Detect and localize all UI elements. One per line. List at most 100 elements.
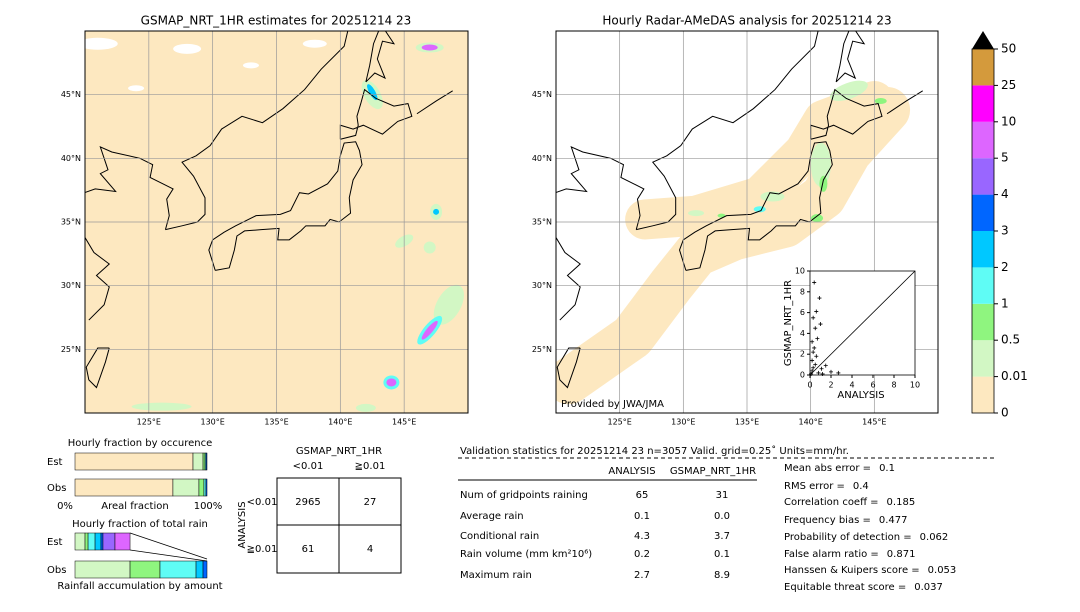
fraction-segment — [74, 532, 86, 551]
rain-area — [819, 175, 828, 192]
x-tick-label: 10 — [910, 381, 920, 390]
connector — [129, 532, 208, 562]
y-axis-label: GSMAP_NRT_1HR — [783, 280, 794, 366]
colorbar-bin — [972, 303, 994, 341]
left-map-title: GSMAP_NRT_1HR estimates for 20251214 23 — [141, 14, 412, 28]
analysis-domain — [556, 86, 911, 405]
coastline — [208, 141, 363, 271]
rain-area — [131, 402, 192, 411]
fraction-segment — [94, 532, 102, 551]
colorbar-label: 2 — [1001, 260, 1009, 274]
fraction-segment — [100, 532, 104, 551]
point — [814, 309, 819, 314]
coastline — [85, 347, 110, 389]
point — [836, 370, 841, 375]
column-header: <0.01 — [293, 461, 324, 472]
rain-area — [85, 37, 118, 50]
point — [811, 315, 816, 320]
rain-area — [433, 208, 440, 215]
score-label: Probability of detection = — [784, 532, 912, 543]
rain-area — [421, 320, 438, 340]
fraction-segment — [205, 478, 208, 497]
point — [813, 362, 818, 367]
point — [810, 358, 815, 363]
rain-area — [355, 403, 376, 412]
y-tick-label: 40°N — [61, 154, 81, 163]
score-value: 0.062 — [920, 532, 949, 543]
point — [816, 370, 821, 375]
map-frame — [84, 30, 469, 414]
point — [817, 296, 822, 301]
row-header: ≧0.01 — [247, 544, 278, 555]
y-tick-label: 30°N — [61, 281, 81, 290]
fraction-segment — [87, 532, 96, 551]
y-tick-label: 0 — [800, 371, 805, 380]
score-value: 0.4 — [853, 481, 869, 492]
fraction-segment — [205, 452, 208, 471]
y-tick-label: 10 — [795, 267, 805, 276]
y-tick-label: 45°N — [532, 90, 552, 99]
y-tick-label: 25°N — [532, 345, 552, 354]
point — [819, 366, 824, 371]
y-tick-label: 35°N — [61, 218, 81, 227]
y-tick-label: 30°N — [532, 281, 552, 290]
coastline — [556, 236, 581, 321]
cell: 2.7 — [634, 570, 650, 581]
rain-area — [242, 62, 259, 69]
cell: 0.1 — [714, 549, 730, 560]
cell: 8.9 — [714, 570, 730, 581]
fraction-segment — [102, 532, 116, 551]
score-value: 0.185 — [887, 497, 916, 508]
point — [814, 354, 819, 359]
colorbar-bin — [972, 231, 994, 268]
column-header: GSMAP_NRT_1HR — [670, 466, 756, 477]
rain-area — [367, 84, 378, 101]
fraction-segment — [195, 560, 204, 579]
table-title: GSMAP_NRT_1HR — [296, 446, 382, 457]
x-tick-label: 135°E — [735, 418, 759, 427]
diagonal — [809, 270, 916, 376]
cell: 4 — [367, 544, 373, 555]
row-label: Maximum rain — [460, 570, 532, 581]
rain-area — [386, 378, 397, 387]
cell: 0.2 — [634, 549, 650, 560]
coastline — [636, 31, 819, 231]
colorbar-label: 0.5 — [1001, 333, 1020, 347]
cell: 0.0 — [714, 511, 730, 522]
point — [829, 369, 833, 374]
score-label: Equitable threat score = — [784, 582, 906, 593]
rain-area — [874, 98, 887, 105]
colorbar-label: 1 — [1001, 296, 1009, 310]
rain-area — [302, 39, 327, 48]
colorbar-bin — [972, 121, 994, 159]
cell: 65 — [636, 490, 649, 501]
coastline — [85, 236, 111, 321]
colorbar-label: 0.01 — [1001, 369, 1028, 383]
colorbar-bin — [972, 158, 994, 195]
score-label: RMS error = — [784, 481, 845, 492]
y-tick-label: 35°N — [532, 218, 552, 227]
point — [809, 371, 814, 376]
colorbar-label: 3 — [1001, 224, 1009, 238]
row-label: Conditional rain — [460, 531, 539, 542]
x-tick-label: 6 — [870, 381, 875, 390]
fraction-segment — [202, 560, 208, 579]
score-value: 0.871 — [887, 549, 916, 560]
score-value: 0.477 — [879, 515, 908, 526]
rain-area — [173, 43, 202, 54]
cell: 3.7 — [714, 531, 730, 542]
y-tick-label: 25°N — [61, 345, 81, 354]
x-tick-label: 2 — [828, 381, 833, 390]
point — [812, 280, 817, 285]
cell: 31 — [716, 490, 729, 501]
x-tick-label: 145°E — [392, 418, 416, 427]
score-value: 0.053 — [928, 565, 957, 576]
coastline — [165, 31, 349, 231]
cell: 0.1 — [634, 511, 650, 522]
y-tick-label: 8 — [800, 287, 805, 296]
score-label: Mean abs error = — [784, 463, 871, 474]
colorbar-bin — [972, 267, 994, 304]
point — [810, 339, 815, 344]
right-map-title: Hourly Radar-AMeDAS analysis for 2025121… — [602, 14, 891, 28]
